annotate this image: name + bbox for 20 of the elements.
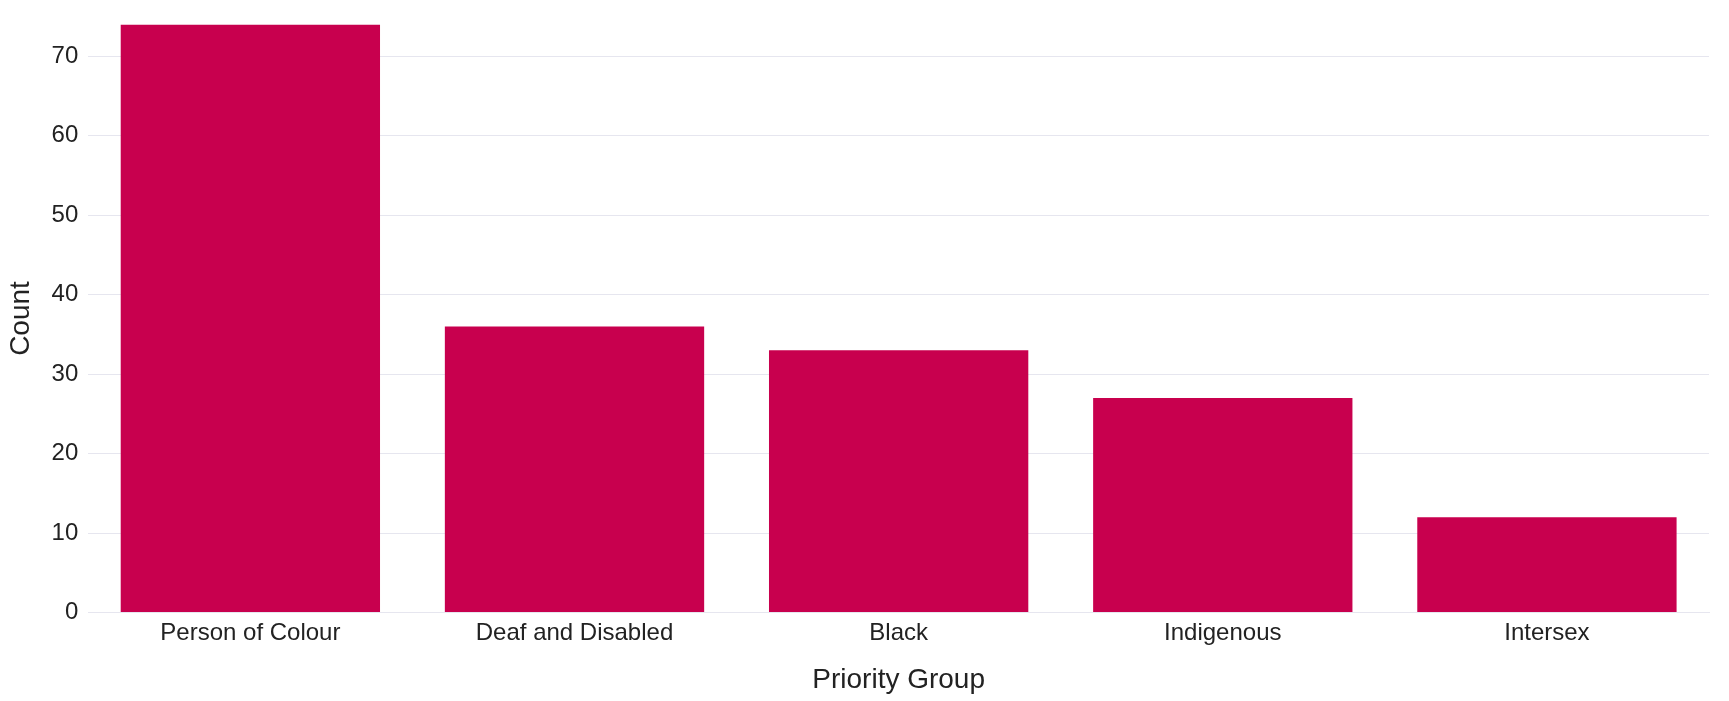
- y-tick-label: 50: [51, 199, 79, 227]
- x-tick-label: Black: [869, 617, 929, 645]
- x-tick-label: Intersex: [1504, 617, 1590, 645]
- bar: [1417, 517, 1677, 613]
- x-axis-title: Priority Group: [812, 662, 986, 694]
- y-tick-label: 40: [51, 279, 79, 307]
- x-tick-label: Deaf and Disabled: [475, 617, 674, 645]
- bar: [444, 326, 705, 613]
- y-tick-label: 10: [51, 517, 79, 545]
- bar: [1093, 397, 1353, 613]
- y-tick-label: 20: [51, 438, 79, 466]
- y-tick-label: 0: [64, 597, 79, 625]
- y-tick-label: 30: [51, 358, 79, 386]
- bar: [120, 24, 381, 613]
- y-tick-label: 70: [51, 40, 79, 68]
- y-axis-title: Count: [3, 280, 35, 356]
- bar: [768, 350, 1029, 613]
- x-tick-label: Person of Colour: [160, 617, 341, 645]
- x-tick-label: Indigenous: [1164, 617, 1282, 645]
- y-tick-label: 60: [51, 120, 79, 148]
